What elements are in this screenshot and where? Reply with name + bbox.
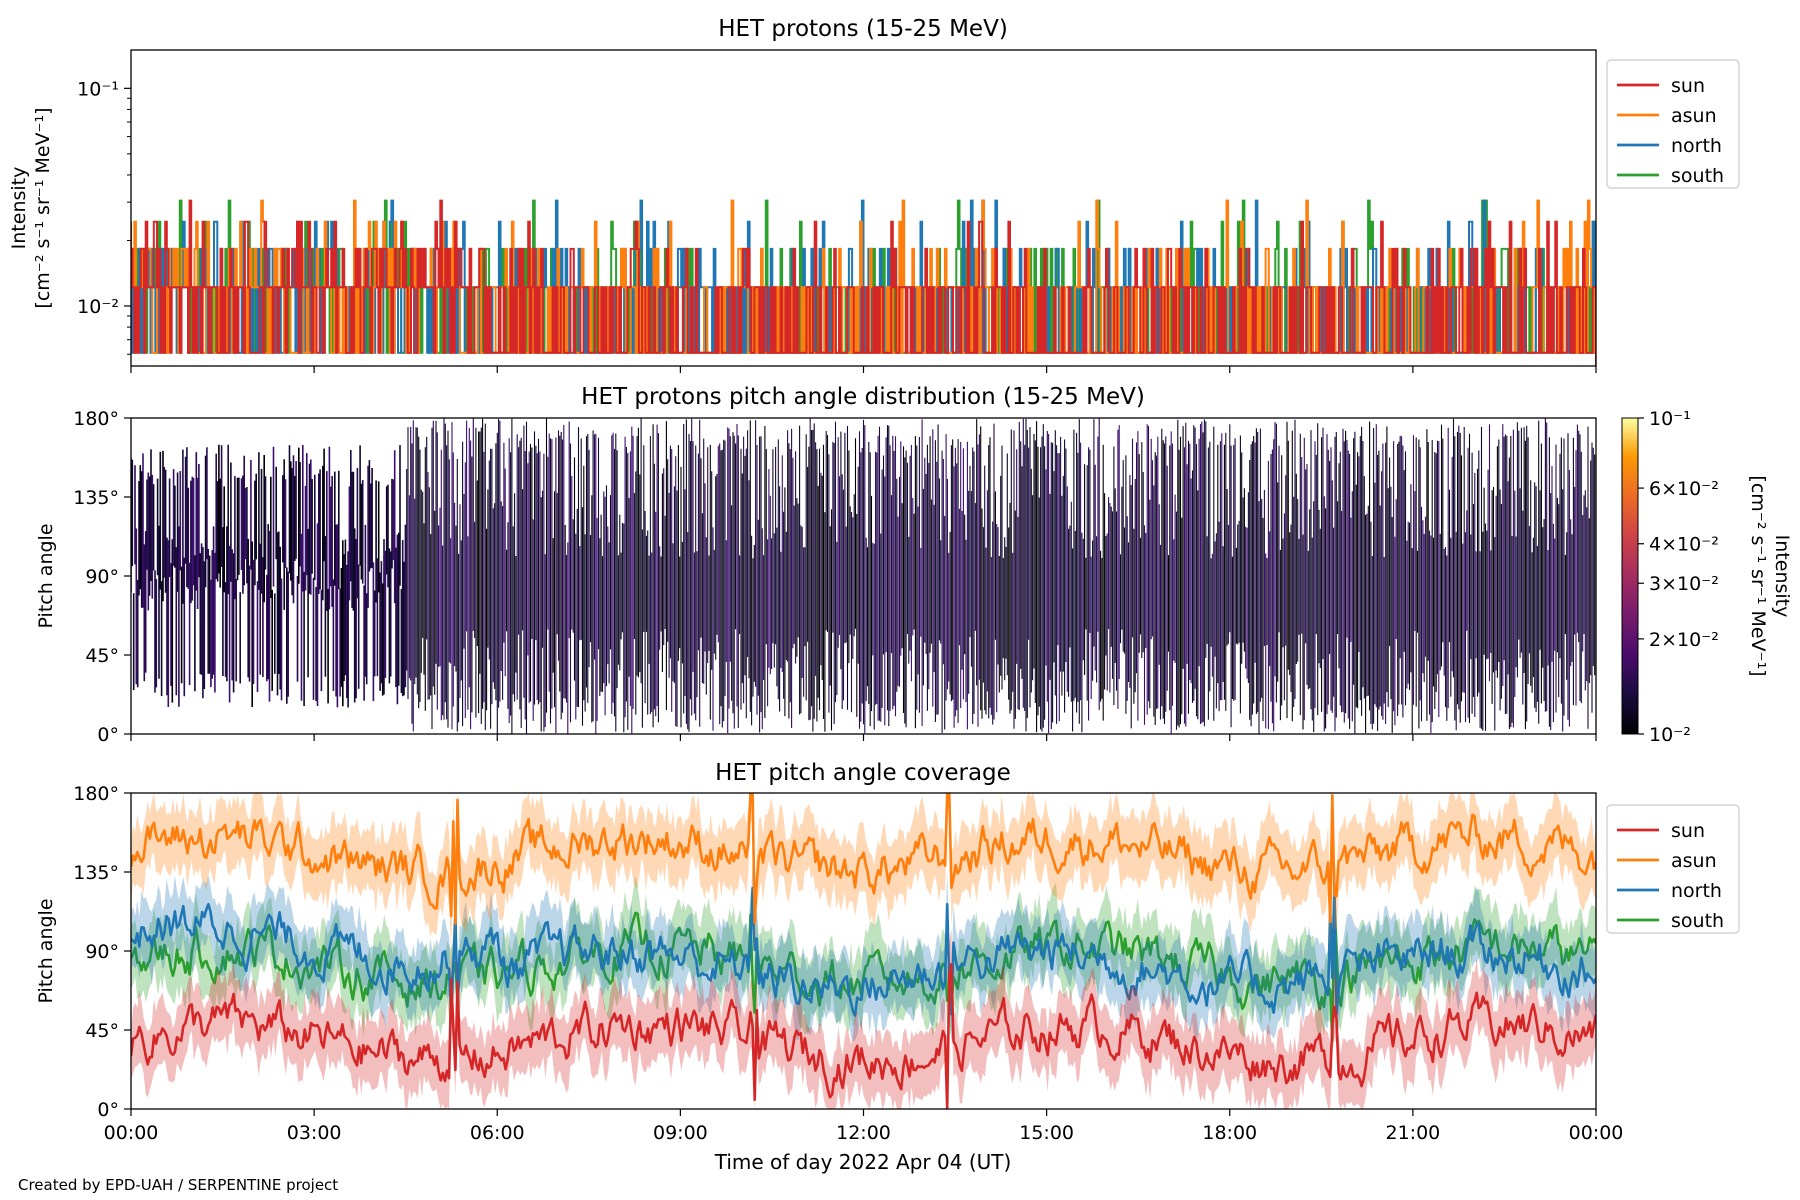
y-tick-label: 0°: [97, 1099, 119, 1121]
colorbar-tick-label: 6×10⁻²: [1649, 478, 1719, 500]
colorbar-tick-label: 10⁻¹: [1649, 408, 1691, 430]
panel1-plot: [131, 199, 1596, 366]
legend-label-south: south: [1671, 910, 1724, 932]
colorbar-tick-label: 10⁻²: [1649, 724, 1691, 746]
y-tick-label: 90°: [85, 941, 119, 963]
panel3-title: HET pitch angle coverage: [715, 760, 1011, 786]
panel3-y-axis: 0° 45° 90° 135° 180°: [73, 783, 131, 1121]
panel3-ylabel: Pitch angle: [35, 898, 57, 1003]
panel1-x-ticks: [130, 366, 1597, 373]
y-tick-label: 90°: [85, 566, 119, 588]
colorbar-label-line2: [cm⁻² s⁻¹ sr⁻¹ MeV⁻¹]: [1747, 475, 1769, 676]
x-axis-label: Time of day 2022 Apr 04 (UT): [714, 1150, 1012, 1174]
panel1-ylabel-line1: Intensity: [8, 167, 30, 250]
series-line-asun: [131, 793, 1596, 925]
y-tick-label: 180°: [73, 783, 119, 805]
series-line-north: [131, 881, 1596, 1017]
series-band-asun: [131, 793, 1596, 957]
y-tick-label: 135°: [73, 487, 119, 509]
y-tick-label: 45°: [85, 645, 119, 667]
legend-label-sun: sun: [1671, 820, 1705, 842]
x-tick-label: 09:00: [653, 1122, 708, 1144]
series-line-sun: [131, 963, 1596, 1109]
panel2-y-axis: 0° 45° 90° 135° 180°: [73, 408, 131, 746]
y-tick-label: 10⁻²: [77, 296, 119, 318]
panel2-x-ticks: [130, 734, 1597, 741]
y-tick-label: 135°: [73, 862, 119, 884]
panel1-legend: sun asun north south: [1606, 59, 1740, 189]
x-tick-label: 18:00: [1202, 1122, 1257, 1144]
panel2-ylabel: Pitch angle: [35, 523, 57, 628]
panel1-title: HET protons (15-25 MeV): [718, 16, 1008, 42]
legend-label-asun: asun: [1671, 850, 1717, 872]
colorbar-tick-label: 4×10⁻²: [1649, 534, 1719, 556]
legend-label-asun: asun: [1671, 105, 1717, 127]
series-band-sun: [131, 928, 1596, 1109]
x-tick-label: 15:00: [1019, 1122, 1074, 1144]
y-tick-label: 180°: [73, 408, 119, 430]
credit-text: Created by EPD-UAH / SERPENTINE project: [18, 1176, 339, 1194]
colorbar-label-line1: Intensity: [1771, 535, 1793, 618]
legend-box: [1606, 59, 1740, 189]
panel3-x-axis: 00:00 03:00 06:00 09:00 12:00 15:00 18:00 21:00…: [104, 1109, 1624, 1144]
panel2-title: HET protons pitch angle distribution (15…: [581, 384, 1145, 410]
x-tick-label: 12:00: [836, 1122, 891, 1144]
y-tick-label: 10⁻¹: [77, 78, 119, 100]
legend-label-north: north: [1671, 880, 1722, 902]
colorbar-tick-label: 2×10⁻²: [1649, 629, 1719, 651]
panel1-ylabel-line2: [cm⁻² s⁻¹ sr⁻¹ MeV⁻¹]: [32, 107, 54, 308]
legend-label-north: north: [1671, 135, 1722, 157]
panel2-plot: [131, 418, 1596, 734]
panel3-legend: sun asun north south: [1606, 804, 1740, 934]
colorbar: [1621, 417, 1639, 735]
x-tick-label: 00:00: [1569, 1122, 1624, 1144]
series-line-sun: [131, 199, 1596, 366]
legend-label-sun: sun: [1671, 75, 1705, 97]
x-tick-label: 00:00: [104, 1122, 159, 1144]
x-tick-label: 06:00: [470, 1122, 525, 1144]
colorbar-ticks: 10⁻² 2×10⁻² 3×10⁻² 4×10⁻² 6×10⁻² 10⁻¹: [1638, 408, 1719, 746]
x-tick-label: 21:00: [1385, 1122, 1440, 1144]
series-band-north: [131, 856, 1596, 1052]
y-tick-label: 45°: [85, 1020, 119, 1042]
x-tick-label: 03:00: [287, 1122, 342, 1144]
legend-box: [1606, 804, 1740, 934]
series-line-south: [131, 901, 1596, 1043]
y-tick-label: 0°: [97, 724, 119, 746]
colorbar-tick-label: 3×10⁻²: [1649, 573, 1719, 595]
panel1-y-axis: 10⁻² 10⁻¹: [77, 78, 131, 355]
legend-label-south: south: [1671, 165, 1724, 187]
panel3-plot: [131, 793, 1596, 1109]
